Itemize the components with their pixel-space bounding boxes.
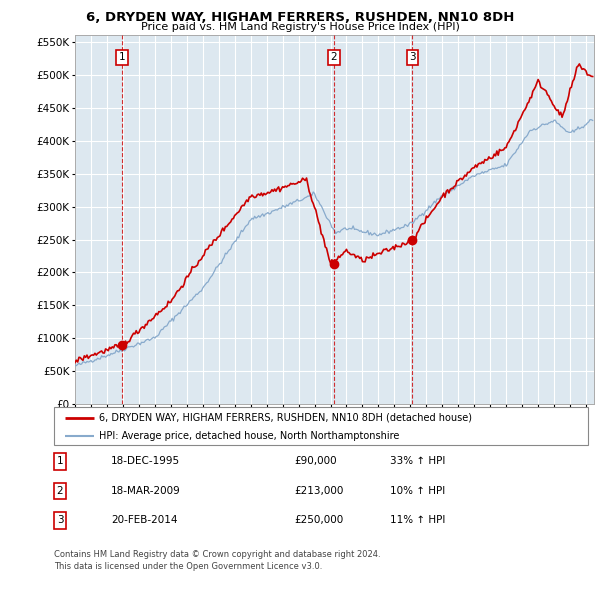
Text: 11% ↑ HPI: 11% ↑ HPI [390, 516, 445, 525]
Text: 2: 2 [56, 486, 64, 496]
Text: 1: 1 [119, 52, 125, 62]
Text: £250,000: £250,000 [294, 516, 343, 525]
Text: 3: 3 [56, 516, 64, 525]
Text: 3: 3 [409, 52, 416, 62]
Text: This data is licensed under the Open Government Licence v3.0.: This data is licensed under the Open Gov… [54, 562, 322, 571]
Text: 6, DRYDEN WAY, HIGHAM FERRERS, RUSHDEN, NN10 8DH: 6, DRYDEN WAY, HIGHAM FERRERS, RUSHDEN, … [86, 11, 514, 24]
Text: £90,000: £90,000 [294, 457, 337, 466]
Text: 1: 1 [56, 457, 64, 466]
Text: Contains HM Land Registry data © Crown copyright and database right 2024.: Contains HM Land Registry data © Crown c… [54, 550, 380, 559]
Text: 2: 2 [331, 52, 337, 62]
Text: 18-MAR-2009: 18-MAR-2009 [111, 486, 181, 496]
Text: 6, DRYDEN WAY, HIGHAM FERRERS, RUSHDEN, NN10 8DH (detached house): 6, DRYDEN WAY, HIGHAM FERRERS, RUSHDEN, … [100, 413, 472, 423]
Text: 33% ↑ HPI: 33% ↑ HPI [390, 457, 445, 466]
Text: 10% ↑ HPI: 10% ↑ HPI [390, 486, 445, 496]
Text: 18-DEC-1995: 18-DEC-1995 [111, 457, 180, 466]
Text: £213,000: £213,000 [294, 486, 343, 496]
Text: HPI: Average price, detached house, North Northamptonshire: HPI: Average price, detached house, Nort… [100, 431, 400, 441]
Text: 20-FEB-2014: 20-FEB-2014 [111, 516, 178, 525]
Text: Price paid vs. HM Land Registry's House Price Index (HPI): Price paid vs. HM Land Registry's House … [140, 22, 460, 32]
FancyBboxPatch shape [54, 407, 588, 445]
